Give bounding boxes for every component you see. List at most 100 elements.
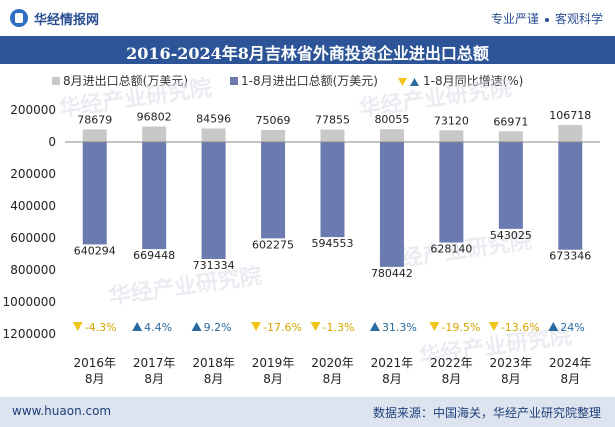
- monthly-value-label: 73120: [434, 114, 469, 127]
- monthly-bar: [379, 129, 404, 142]
- monthly-value-label: 75069: [256, 114, 291, 127]
- monthly-value-label: 84596: [196, 112, 231, 125]
- x-category-label: 8月: [442, 372, 462, 386]
- cumulative-bar: [498, 142, 523, 229]
- growth-value-label: -4.3%: [85, 321, 117, 334]
- x-axis: 2016年 8月 2017年 8月 2018年 8月 2019年 8月 2020年 8月 2021年…: [65, 141, 600, 386]
- growth-up-triangle-icon: [548, 322, 559, 331]
- x-category-label: 8月: [263, 372, 283, 386]
- y-tick-label: 800000: [10, 263, 56, 277]
- x-category-label: 2020年: [311, 356, 354, 370]
- growth-labels: -4.3% 4.4% 9.2% -17.6% -1.3% 31.3% -19.5% -13.6…: [72, 321, 585, 334]
- y-tick-label: 0: [48, 135, 56, 149]
- x-category-label: 2021年: [371, 356, 414, 370]
- x-category-label: 8月: [144, 372, 164, 386]
- growth-up-triangle-icon: [191, 322, 202, 331]
- cumulative-value-label: 640294: [74, 244, 116, 257]
- growth-up-triangle-icon: [132, 322, 143, 331]
- cumulative-value-label: 594553: [312, 237, 354, 250]
- x-category-label: 8月: [204, 372, 224, 386]
- growth-value-label: 4.4%: [144, 321, 172, 334]
- chart: 8月进出口总额(万美元) 1-8月进出口总额(万美元) 1-8月同比增速(%) 华经…: [3, 74, 600, 386]
- y-tick-label: 600000: [10, 231, 56, 245]
- cumulative-bar: [142, 142, 167, 250]
- monthly-bar: [201, 128, 226, 142]
- cumulative-bar: [201, 142, 226, 260]
- cumulative-value-label: 669448: [133, 249, 175, 262]
- monthly-value-label: 80055: [374, 113, 409, 126]
- footer: www.huaon.com 数据来源：中国海关，华经产业研究院整理: [0, 397, 615, 427]
- y-tick-label: 200000: [10, 103, 56, 117]
- cumulative-value-label: 780442: [371, 267, 413, 280]
- growth-value-label: -1.3%: [323, 321, 355, 334]
- monthly-value-label: 66971: [493, 115, 528, 128]
- cumulative-bar: [82, 142, 107, 245]
- slogan-left: 专业严谨: [490, 12, 539, 26]
- monthly-value-label: 78679: [77, 113, 112, 126]
- cumulative-value-label: 543025: [490, 229, 532, 242]
- growth-value-label: -13.6%: [501, 321, 540, 334]
- growth-value-label: 9.2%: [204, 321, 232, 334]
- x-category-label: 8月: [382, 372, 402, 386]
- data-source: 数据来源：中国海关，华经产业研究院整理: [372, 406, 601, 420]
- growth-down-triangle-icon: [488, 322, 499, 331]
- cumulative-bar: [320, 142, 345, 238]
- x-category-label: 2022年: [430, 356, 473, 370]
- legend-down-triangle-icon: [398, 78, 407, 86]
- cumulative-bar: [558, 142, 583, 250]
- cumulative-bar: [439, 142, 464, 243]
- monthly-bar: [261, 129, 286, 142]
- x-category-label: 8月: [560, 372, 580, 386]
- x-category-label: 8月: [323, 372, 343, 386]
- bars: [82, 124, 583, 267]
- watermark-text-2: 华经产业研究院: [107, 263, 263, 310]
- growth-down-triangle-icon: [72, 322, 83, 331]
- value-labels: 78679 640294 96802 669448 84596 731334 75069 60…: [74, 109, 592, 280]
- x-category-label: 2024年: [549, 356, 592, 370]
- monthly-value-label: 96802: [137, 111, 172, 124]
- x-category-label: 2016年: [73, 356, 116, 370]
- monthly-bar: [142, 126, 167, 142]
- monthly-bar: [82, 129, 107, 142]
- x-category-label: 2018年: [192, 356, 235, 370]
- growth-down-triangle-icon: [429, 322, 440, 331]
- x-category-label: 2019年: [252, 356, 295, 370]
- x-category-label: 2017年: [133, 356, 176, 370]
- bullet-dot-icon: [544, 17, 549, 22]
- growth-value-label: -19.5%: [441, 321, 480, 334]
- monthly-value-label: 106718: [549, 109, 591, 122]
- slogan: 专业严谨 客观科学: [491, 10, 603, 27]
- legend-up-triangle-icon: [410, 78, 419, 86]
- monthly-bar: [558, 124, 583, 142]
- y-tick-label: 200000: [10, 167, 56, 181]
- x-category-label: 2023年: [490, 356, 533, 370]
- cumulative-bar: [379, 142, 404, 267]
- brand-name: 华经情报网: [34, 13, 100, 28]
- monthly-bar: [498, 131, 523, 142]
- y-tick-label: 400000: [10, 199, 56, 213]
- cumulative-value-label: 628140: [430, 243, 472, 256]
- legend-label-2: 1-8月同比增速(%): [423, 74, 523, 88]
- cumulative-bar: [261, 142, 286, 239]
- growth-value-label: 31.3%: [382, 321, 417, 334]
- growth-down-triangle-icon: [251, 322, 262, 331]
- cumulative-value-label: 673346: [549, 250, 591, 263]
- x-category-label: 8月: [85, 372, 105, 386]
- y-tick-label: 1200000: [3, 327, 56, 341]
- huajing-logo-icon: [10, 9, 28, 27]
- cumulative-value-label: 602275: [252, 238, 294, 251]
- website-link[interactable]: www.huaon.com: [12, 404, 112, 418]
- monthly-value-label: 77855: [315, 114, 350, 127]
- monthly-bar: [320, 129, 345, 142]
- top-bar: 华经情报网 专业严谨 客观科学: [0, 0, 615, 36]
- growth-value-label: -17.6%: [263, 321, 302, 334]
- y-tick-label: 1000000: [3, 295, 56, 309]
- legend-label-0: 8月进出口总额(万美元): [63, 74, 188, 88]
- cumulative-value-label: 731334: [193, 259, 235, 272]
- growth-down-triangle-icon: [310, 322, 321, 331]
- legend-label-1: 1-8月进出口总额(万美元): [241, 74, 378, 88]
- y-axis: 200000 0 200000 400000 600000 800000 1000000 12…: [3, 103, 56, 341]
- x-category-label: 8月: [501, 372, 521, 386]
- legend-swatch-0: [52, 77, 60, 85]
